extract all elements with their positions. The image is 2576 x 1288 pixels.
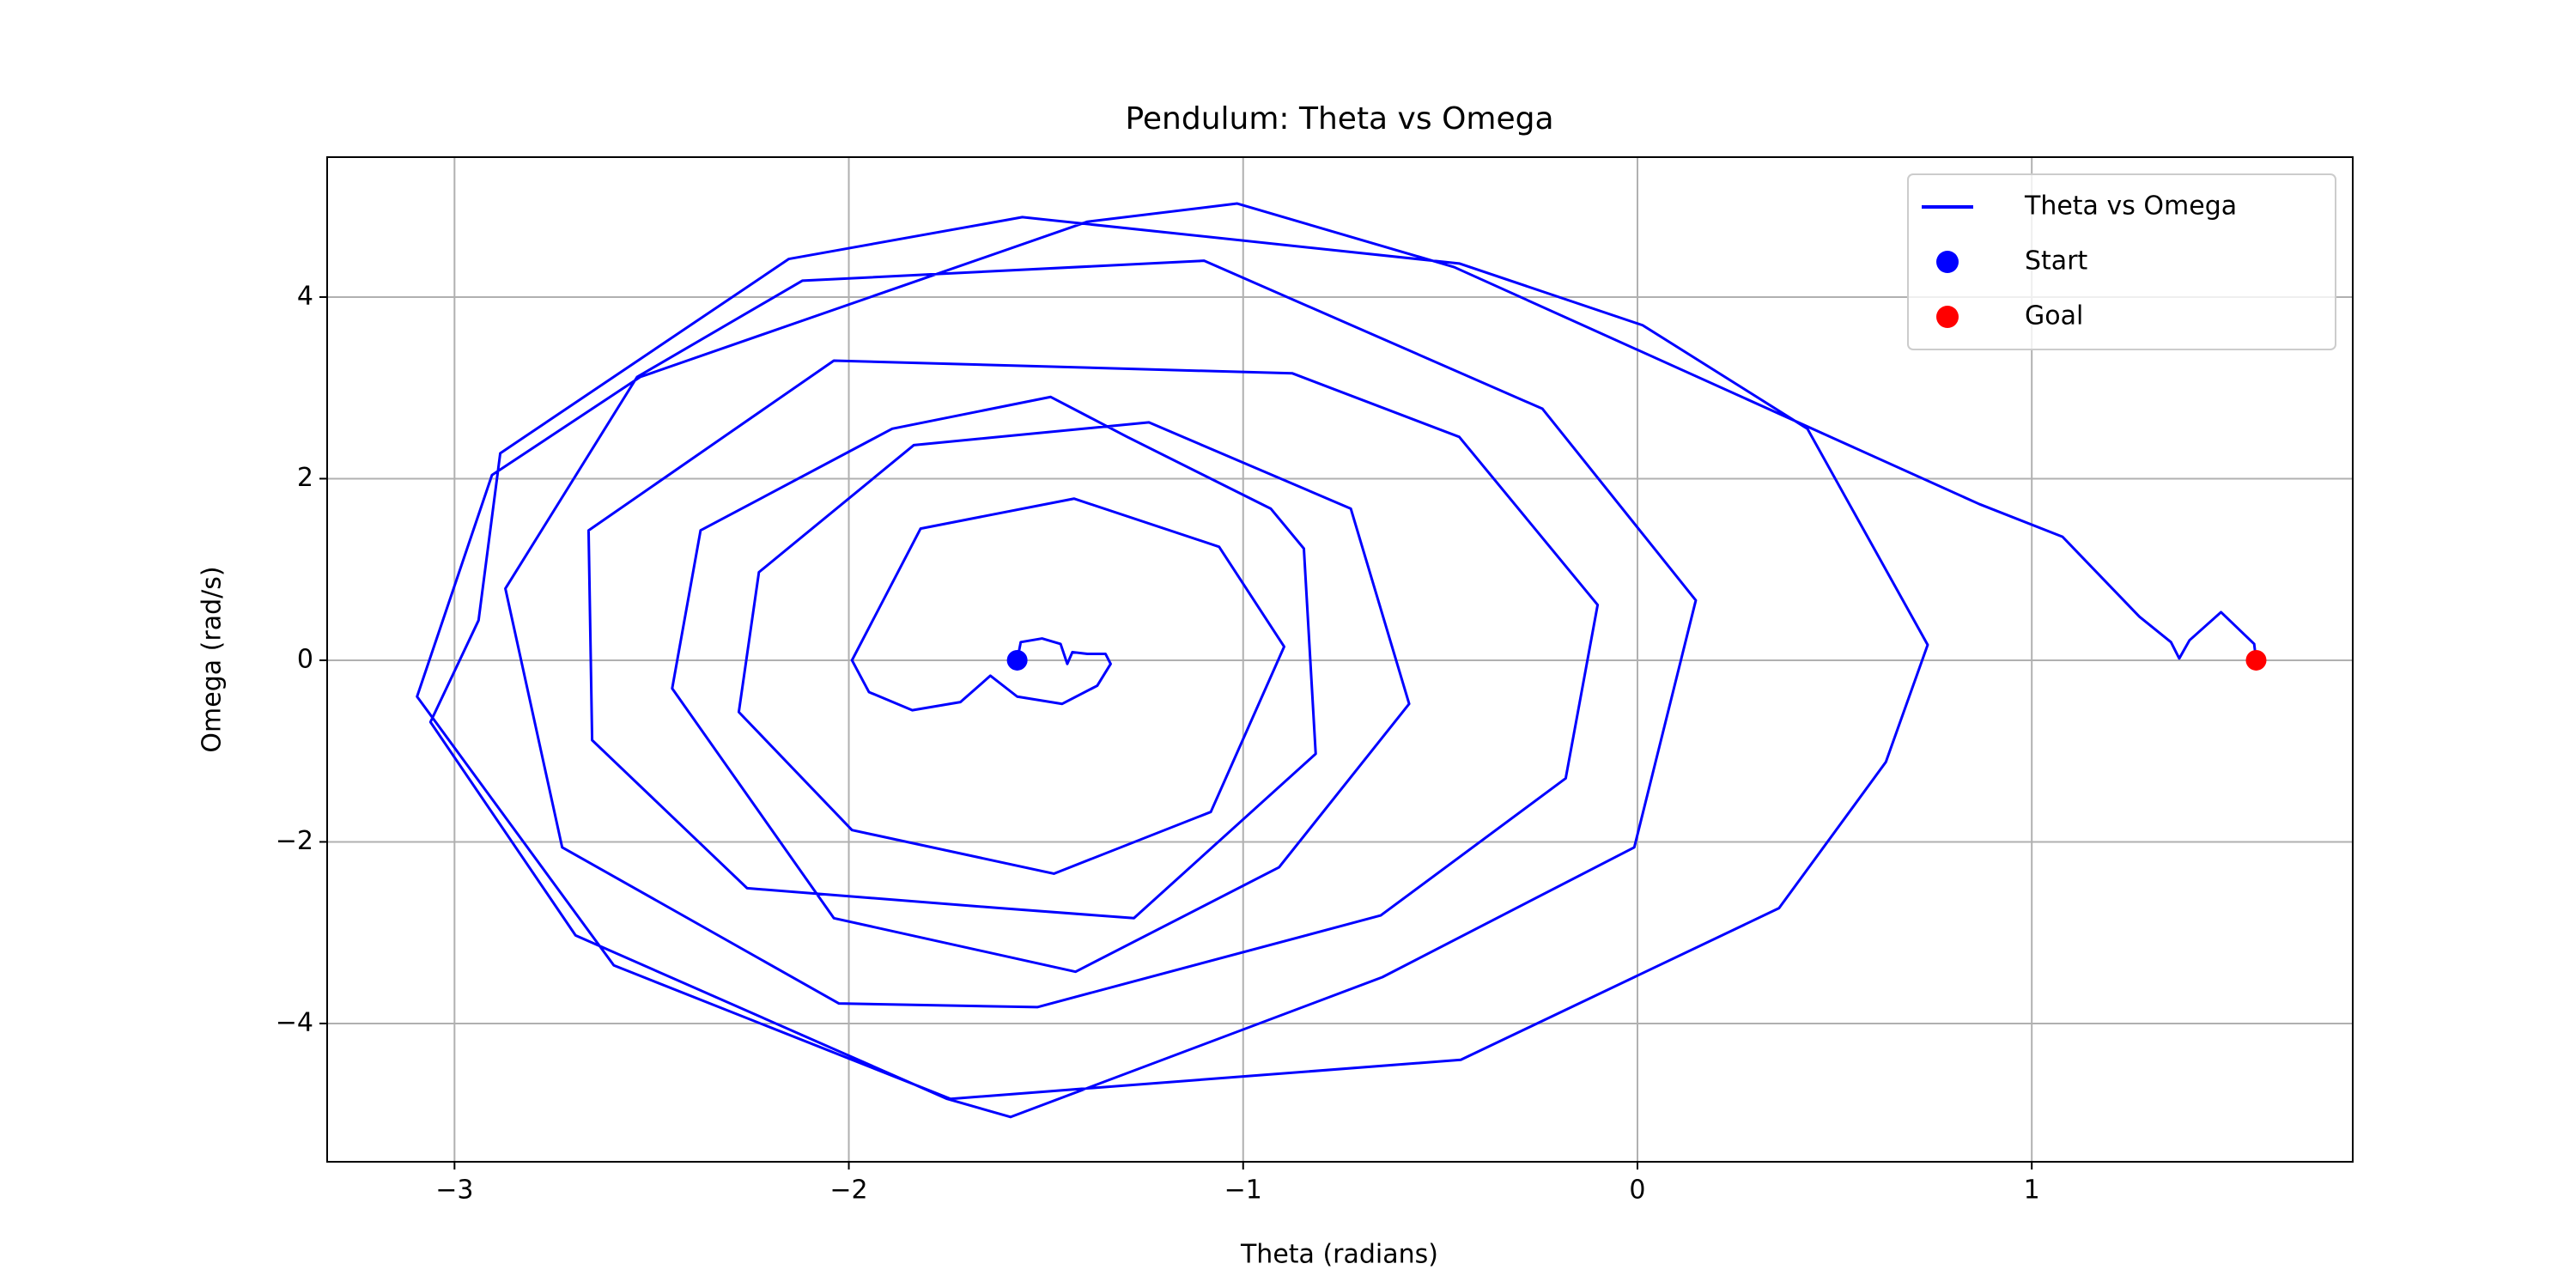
y-axis-label: Omega (rad/s) (197, 566, 228, 752)
legend-swatch (1936, 251, 1959, 273)
x-tick-label: −3 (435, 1176, 473, 1206)
x-tick-label: −2 (829, 1176, 867, 1206)
x-axis-label: Theta (radians) (1240, 1240, 1438, 1270)
chart-title: Pendulum: Theta vs Omega (1125, 101, 1553, 137)
legend-label: Theta vs Omega (2024, 191, 2237, 222)
legend-label: Goal (2025, 301, 2083, 331)
y-tick-label: 2 (297, 463, 313, 493)
data-line (416, 202, 2257, 1119)
legend: Theta vs Omega Start Goal (1907, 173, 2336, 350)
marker-point (1006, 649, 1028, 671)
y-tick-label: −4 (276, 1007, 313, 1037)
y-tick-label: −2 (276, 826, 313, 856)
marker-point (2245, 649, 2267, 671)
legend-label: Start (2025, 246, 2088, 276)
plot-frame (326, 156, 2354, 1163)
legend-swatch (1936, 306, 1959, 328)
x-tick-label: 0 (1629, 1176, 1645, 1206)
legend-box (1907, 173, 2336, 350)
x-tick-label: −1 (1224, 1176, 1262, 1206)
x-tick-label: 1 (2024, 1176, 2040, 1206)
y-tick-label: 0 (297, 644, 313, 674)
y-tick-label: 4 (297, 281, 313, 311)
